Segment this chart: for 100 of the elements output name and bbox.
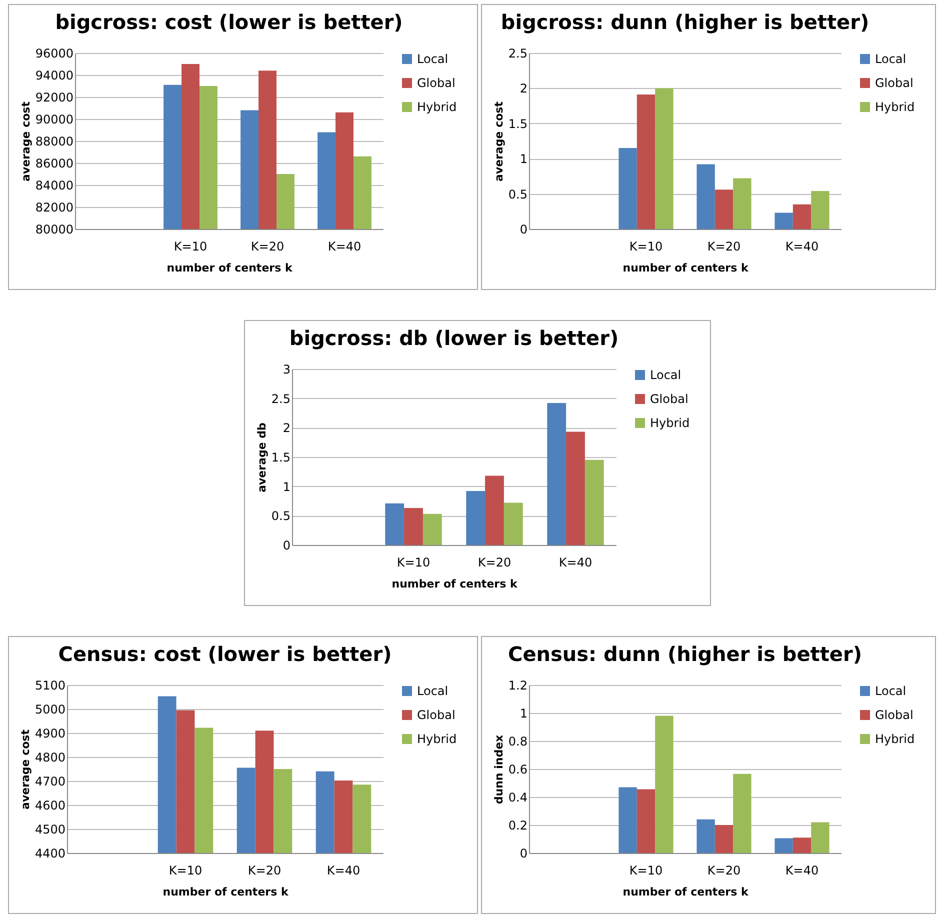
- chart-title: Census: dunn (higher is better): [508, 642, 862, 666]
- x-tick-label: K=40: [785, 240, 819, 254]
- bar: [584, 460, 604, 545]
- y-tick-label: 5000: [34, 702, 66, 716]
- y-tick-label: 0: [520, 222, 528, 236]
- y-tick-label: 84000: [35, 178, 74, 192]
- y-tick-label: 90000: [35, 112, 74, 126]
- x-tick-label: K=10: [629, 864, 663, 878]
- bar: [636, 789, 656, 853]
- bar: [404, 508, 423, 545]
- bar: [714, 190, 734, 229]
- y-tick-label: 0.5: [271, 509, 290, 524]
- x-tick-label: K=20: [250, 240, 284, 254]
- bar: [466, 491, 486, 545]
- y-tick-label: 1.5: [271, 450, 290, 464]
- y-tick-label: 3: [282, 362, 290, 376]
- bar: [547, 403, 566, 545]
- legend-label: Hybrid: [417, 732, 457, 746]
- x-tick-label: K=40: [328, 240, 362, 254]
- legend-label: Local: [650, 368, 682, 382]
- chart-title: Census: cost (lower is better): [58, 642, 392, 666]
- legend-label: Global: [417, 708, 456, 722]
- chart-title: bigcross: dunn (higher is better): [500, 10, 870, 34]
- y-tick-label: 1: [520, 706, 528, 720]
- bar: [792, 204, 812, 229]
- y-tick-label: 4800: [34, 750, 66, 764]
- y-axis-title: average cost: [492, 102, 506, 182]
- bar: [385, 503, 404, 545]
- bar: [422, 514, 442, 545]
- chart-title: bigcross: cost (lower is better): [55, 10, 403, 34]
- y-tick-label: 4900: [34, 726, 66, 740]
- x-tick-label: K=10: [174, 240, 208, 254]
- bar: [774, 212, 793, 229]
- bar: [811, 190, 830, 229]
- y-tick-label: 0: [282, 538, 290, 552]
- bar: [618, 787, 637, 853]
- y-tick-label: 1.5: [508, 116, 528, 131]
- bar: [655, 88, 674, 229]
- legend-label: Hybrid: [650, 416, 690, 430]
- bar: [485, 476, 504, 545]
- bar: [618, 148, 637, 229]
- legend-label: Global: [875, 76, 914, 90]
- y-tick-label: 5100: [34, 678, 66, 692]
- x-tick-label: K=10: [168, 864, 202, 878]
- bar: [733, 178, 752, 229]
- bar: [714, 825, 734, 853]
- legend-label: Local: [875, 684, 906, 698]
- legend-label: Hybrid: [417, 100, 457, 114]
- legend-label: Local: [417, 52, 448, 66]
- y-tick-label: 2.5: [508, 46, 528, 60]
- bar: [566, 432, 585, 545]
- bar: [504, 502, 523, 545]
- bar: [696, 164, 715, 229]
- x-tick-label: K=40: [558, 556, 592, 570]
- x-tick-label: K=10: [629, 240, 663, 254]
- x-tick-label: K=20: [248, 864, 282, 878]
- x-tick-label: K=20: [478, 556, 512, 570]
- y-axis-title: average cost: [18, 730, 32, 810]
- y-tick-label: 2: [520, 82, 528, 96]
- y-tick-label: 0.4: [508, 790, 528, 804]
- y-tick-label: 0: [520, 846, 528, 860]
- legend-label: Hybrid: [875, 100, 915, 114]
- y-tick-label: 2.5: [271, 392, 290, 406]
- x-tick-label: K=40: [785, 864, 819, 878]
- y-axis-title: average cost: [19, 102, 32, 182]
- x-tick-label: K=40: [326, 864, 360, 878]
- y-tick-label: 80000: [35, 222, 74, 236]
- y-tick-label: 88000: [35, 134, 74, 148]
- y-axis-title: dunn index: [492, 734, 506, 804]
- x-tick-label: K=20: [707, 240, 741, 254]
- y-tick-label: 4400: [34, 846, 66, 860]
- legend-label: Global: [650, 392, 688, 406]
- y-tick-label: 86000: [35, 156, 74, 170]
- legend-label: Global: [875, 708, 914, 722]
- y-tick-label: 0.8: [508, 734, 528, 748]
- y-tick-label: 1: [282, 480, 290, 494]
- bar: [696, 819, 715, 853]
- y-tick-label: 0.6: [508, 762, 528, 776]
- bar: [792, 838, 812, 853]
- y-tick-label: 94000: [35, 68, 74, 82]
- y-tick-label: 0.2: [508, 818, 528, 832]
- bar: [733, 774, 752, 853]
- y-tick-label: 1: [520, 152, 528, 166]
- bar: [636, 94, 656, 229]
- y-tick-label: 96000: [35, 46, 74, 60]
- y-tick-label: 4700: [34, 774, 66, 788]
- x-axis-title: number of centers k: [622, 886, 749, 898]
- y-axis-title: average db: [255, 422, 268, 492]
- x-axis-title: number of centers k: [392, 578, 518, 590]
- y-tick-label: 1.2: [508, 678, 528, 692]
- bar: [811, 822, 830, 853]
- x-axis-title: number of centers k: [162, 886, 289, 898]
- y-tick-label: 4500: [34, 822, 66, 836]
- bar: [774, 838, 793, 853]
- x-axis-title: number of centers k: [622, 262, 749, 274]
- legend-label: Local: [417, 684, 448, 698]
- y-tick-label: 4600: [34, 798, 66, 812]
- y-tick-label: 0.5: [508, 187, 528, 202]
- y-tick-label: 82000: [35, 200, 74, 214]
- y-tick-label: 92000: [35, 90, 74, 104]
